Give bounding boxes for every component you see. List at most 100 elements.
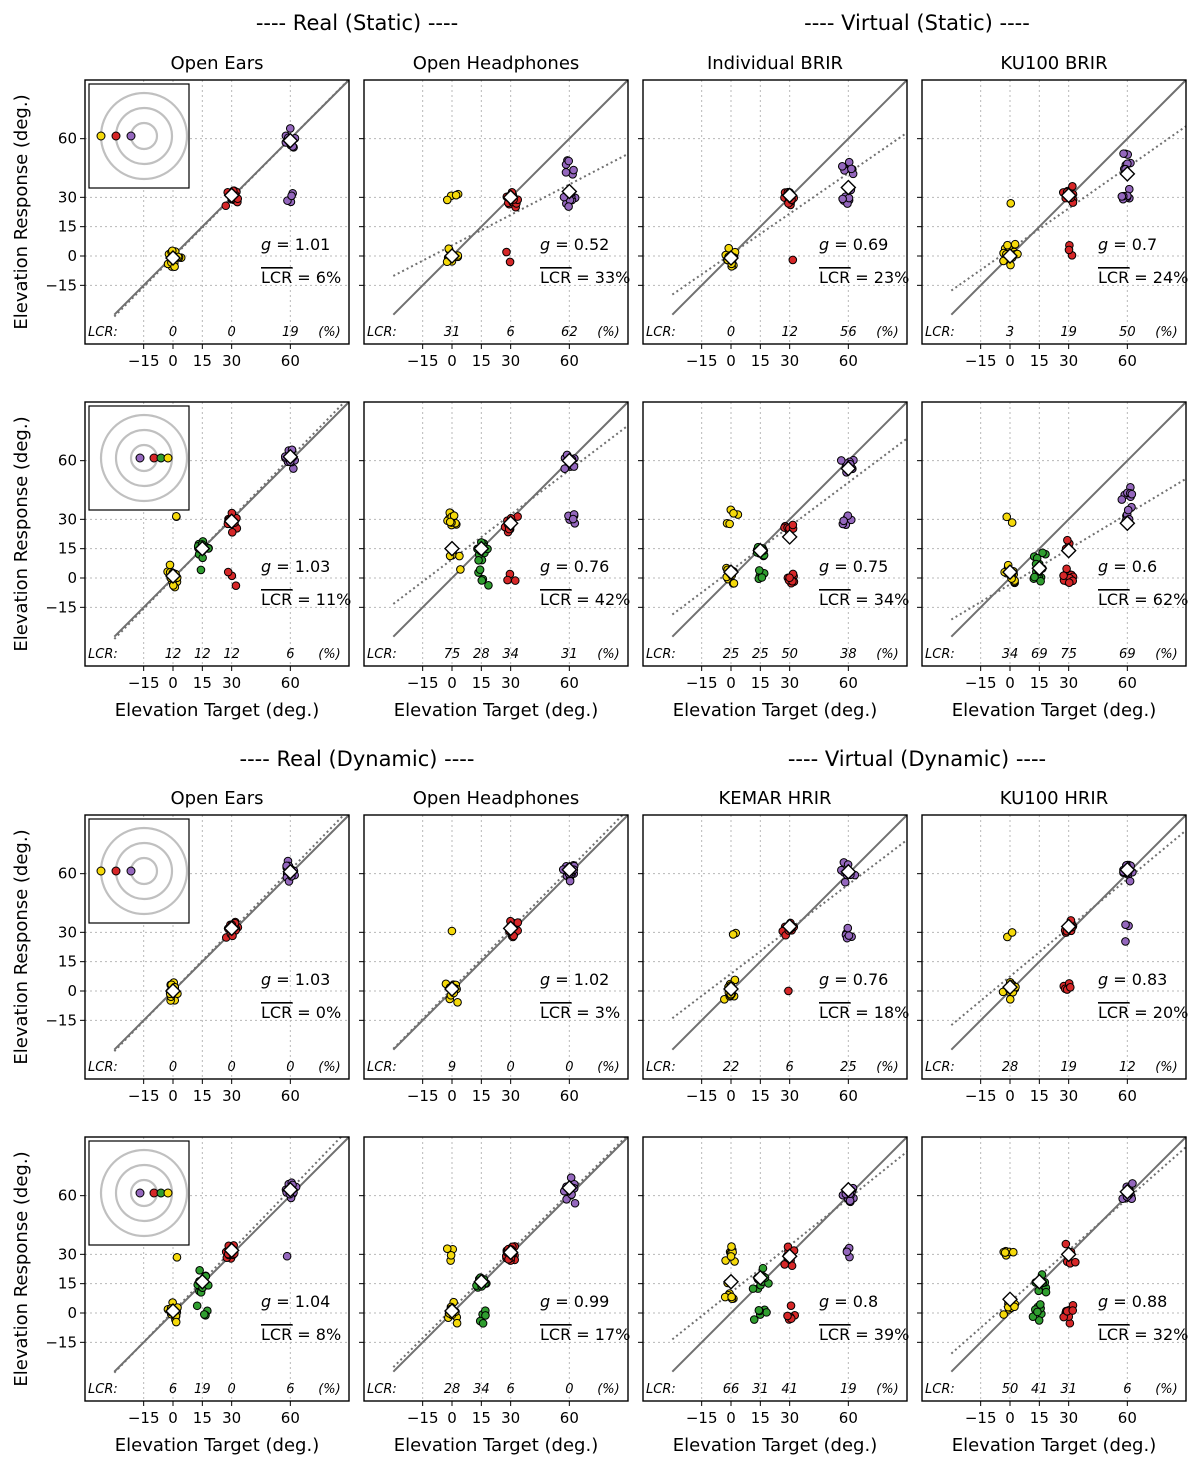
lcr-value: 12	[781, 325, 798, 340]
data-point	[1121, 920, 1130, 930]
inset-dot	[96, 866, 106, 876]
data-point	[728, 930, 738, 939]
gain-annotation: g = 1.03	[261, 557, 330, 576]
mean-marker	[223, 187, 240, 204]
lcr-value: 6	[286, 1382, 294, 1397]
lcr-value: 31	[561, 647, 578, 662]
mean-marker	[282, 132, 299, 149]
mean-marker	[781, 1248, 798, 1265]
inset-dot	[135, 1188, 145, 1198]
data-point	[223, 567, 233, 577]
mean-marker	[223, 920, 240, 937]
data-point	[727, 1242, 736, 1251]
lcr-label: LCR:	[925, 1060, 955, 1075]
lcr-value: 25	[723, 647, 740, 662]
x-tick-label: 60	[560, 1409, 579, 1427]
mean-marker	[840, 1181, 857, 1198]
lcr-pct-label: (%)	[876, 647, 899, 662]
lcr-value: 75	[1060, 647, 1077, 662]
data-point	[840, 877, 850, 887]
x-tick-label: 0	[168, 352, 178, 370]
data-point	[287, 191, 296, 201]
mean-marker	[781, 528, 798, 545]
mean-marker	[502, 1244, 519, 1261]
x-tick-label: 30	[1059, 674, 1078, 692]
x-tick-label: 30	[222, 1087, 241, 1105]
x-tick-label: 15	[193, 1409, 212, 1427]
lcr-mean-annotation: LCR = 42%	[540, 590, 630, 609]
data-point	[726, 1252, 736, 1261]
mean-marker	[473, 1273, 490, 1290]
lcr-pct-label: (%)	[597, 1382, 620, 1397]
lcr-value: 6	[169, 1382, 177, 1397]
lcr-value: 12	[194, 647, 211, 662]
data-point	[503, 575, 512, 585]
y-tick-label: 60	[58, 865, 77, 883]
x-tick-label: 15	[472, 352, 491, 370]
panel	[80, 814, 350, 1084]
x-tick-label: 60	[839, 1087, 858, 1105]
inset-dot	[111, 131, 121, 141]
lcr-pct-label: (%)	[318, 1060, 341, 1075]
lcr-mean-annotation: LCR = 39%	[819, 1325, 909, 1344]
lcr-value: 31	[752, 1382, 769, 1397]
mean-marker	[444, 1303, 460, 1320]
data-point	[445, 517, 455, 527]
data-point	[502, 247, 511, 257]
lcr-value: 0	[228, 1382, 236, 1397]
mean-marker	[1002, 1291, 1018, 1308]
data-point	[729, 579, 739, 588]
mean-marker	[473, 540, 490, 557]
panel	[80, 401, 350, 671]
lcr-value: 31	[1060, 1382, 1077, 1397]
data-point	[449, 511, 459, 520]
inset-ring	[99, 1148, 189, 1238]
lcr-pct-label: (%)	[1155, 647, 1178, 662]
plot-frame	[642, 401, 908, 667]
data-point	[727, 1292, 736, 1302]
group-title: ---- Real (Dynamic) ----	[240, 747, 475, 771]
x-tick-label: 0	[1005, 1087, 1015, 1105]
gain-annotation: g = 1.01	[261, 235, 330, 254]
plot-frame	[642, 1136, 908, 1402]
x-tick-label: 30	[780, 674, 799, 692]
x-tick-label: −15	[128, 674, 160, 692]
mean-marker	[444, 248, 460, 264]
lcr-value: 6	[1123, 1382, 1131, 1397]
x-tick-label: 30	[1059, 352, 1078, 370]
lcr-mean-annotation: LCR = 33%	[540, 268, 630, 287]
data-point	[1033, 1307, 1042, 1317]
lcr-pct-label: (%)	[1155, 325, 1178, 340]
data-point	[451, 190, 461, 200]
lcr-mean-annotation: LCR = 20%	[1098, 1003, 1188, 1022]
x-tick-label: 0	[168, 1087, 178, 1105]
x-tick-label: 30	[501, 674, 520, 692]
mean-marker	[1060, 542, 1077, 559]
data-point	[478, 1319, 488, 1328]
mean-marker	[223, 1242, 240, 1259]
fit-line	[392, 424, 629, 605]
data-point	[452, 1318, 462, 1328]
x-axis-label: Elevation Target (deg.)	[673, 1435, 877, 1456]
mean-marker	[502, 189, 519, 206]
x-tick-label: 0	[447, 674, 457, 692]
lcr-value: 0	[169, 325, 177, 340]
data-point	[221, 201, 231, 211]
lcr-value: 25	[752, 647, 769, 662]
panel	[359, 401, 629, 671]
x-tick-label: 0	[447, 1409, 457, 1427]
mean-marker	[752, 542, 769, 559]
lcr-mean-annotation: LCR = 11%	[261, 590, 351, 609]
lcr-mean-annotation: LCR = 34%	[819, 590, 909, 609]
lcr-label: LCR:	[646, 1382, 676, 1397]
x-tick-label: 15	[472, 674, 491, 692]
mean-marker	[840, 863, 857, 880]
lcr-label: LCR:	[367, 325, 397, 340]
identity-line	[671, 401, 908, 638]
plot-frame	[84, 79, 350, 345]
lcr-value: 28	[473, 647, 490, 662]
x-tick-label: 0	[168, 674, 178, 692]
x-tick-label: 0	[447, 1087, 457, 1105]
data-point	[1036, 576, 1045, 586]
